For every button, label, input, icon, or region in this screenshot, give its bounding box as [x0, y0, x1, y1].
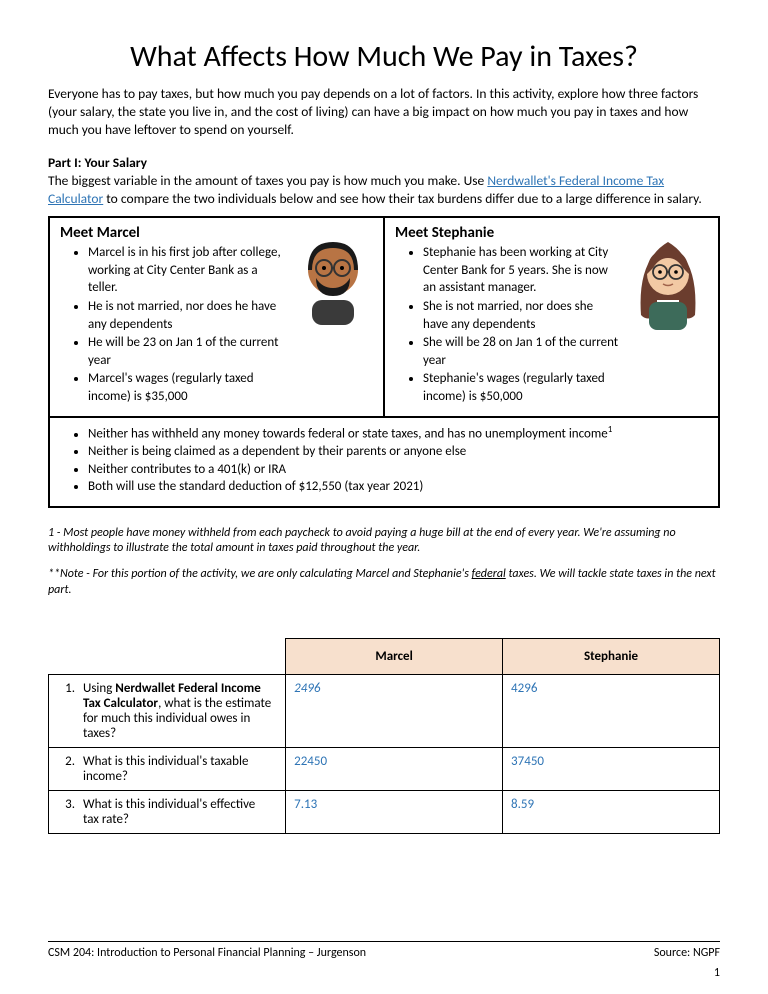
marcel-avatar-icon — [293, 224, 373, 406]
answer-marcel: 2496 — [286, 675, 503, 748]
page-title: What Affects How Much We Pay in Taxes? — [48, 38, 720, 75]
shared-cell: Neither has withheld any money towards f… — [49, 417, 719, 507]
answer-marcel: 7.13 — [286, 791, 503, 834]
col-marcel: Marcel — [286, 639, 503, 675]
shared-bullet: Neither has withheld any money towards f… — [88, 424, 708, 443]
page-number: 1 — [714, 966, 720, 980]
answer-stephanie: 4296 — [503, 675, 720, 748]
col-stephanie: Stephanie — [503, 639, 720, 675]
shared-bullet: Neither is being claimed as a dependent … — [88, 443, 708, 461]
marcel-cell: Meet Marcel Marcel is in his first job a… — [49, 217, 384, 417]
stephanie-bullet: Stephanie has been working at City Cente… — [423, 244, 620, 297]
page-footer: CSM 204: Introduction to Personal Financ… — [48, 941, 720, 960]
footer-right: Source: NGPF — [654, 946, 720, 960]
intro-paragraph: Everyone has to pay taxes, but how much … — [48, 85, 720, 140]
footnote-2: **Note - For this portion of the activit… — [48, 567, 720, 598]
marcel-bullet: He will be 23 on Jan 1 of the current ye… — [88, 334, 285, 369]
answer-stephanie: 8.59 — [503, 791, 720, 834]
table-row: 3.What is this individual's effective ta… — [49, 791, 720, 834]
answer-stephanie: 37450 — [503, 748, 720, 791]
part1-tail: to compare the two individuals below and… — [103, 190, 702, 207]
shared-bullet: Neither contributes to a 401(k) or IRA — [88, 461, 708, 479]
stephanie-cell: Meet Stephanie Stephanie has been workin… — [384, 217, 719, 417]
stephanie-heading: Meet Stephanie — [395, 224, 620, 242]
table-row: 1.Using Nerdwallet Federal Income Tax Ca… — [49, 675, 720, 748]
stephanie-bullet: Stephanie's wages (regularly taxed incom… — [423, 370, 620, 405]
stephanie-bullet: She is not married, nor does she have an… — [423, 298, 620, 333]
marcel-heading: Meet Marcel — [60, 224, 285, 242]
shared-bullet: Both will use the standard deduction of … — [88, 478, 708, 496]
table-row: 2.What is this individual's taxable inco… — [49, 748, 720, 791]
answers-table: Marcel Stephanie 1.Using Nerdwallet Fede… — [48, 638, 720, 834]
answer-marcel: 22450 — [286, 748, 503, 791]
footer-left: CSM 204: Introduction to Personal Financ… — [48, 946, 366, 960]
stephanie-avatar-icon — [628, 224, 708, 406]
marcel-bullet: Marcel is in his first job after college… — [88, 244, 285, 297]
stephanie-bullet: She will be 28 on Jan 1 of the current y… — [423, 334, 620, 369]
footnote-1: 1 - Most people have money withheld from… — [48, 526, 720, 557]
part1-label: Part I: Your Salary — [48, 154, 147, 171]
profile-box: Meet Marcel Marcel is in his first job a… — [48, 216, 720, 507]
marcel-bullet: Marcel's wages (regularly taxed income) … — [88, 370, 285, 405]
part1-lead: The biggest variable in the amount of ta… — [48, 172, 487, 189]
marcel-bullet: He is not married, nor does he have any … — [88, 298, 285, 333]
part1-block: Part I: Your Salary The biggest variable… — [48, 154, 720, 209]
